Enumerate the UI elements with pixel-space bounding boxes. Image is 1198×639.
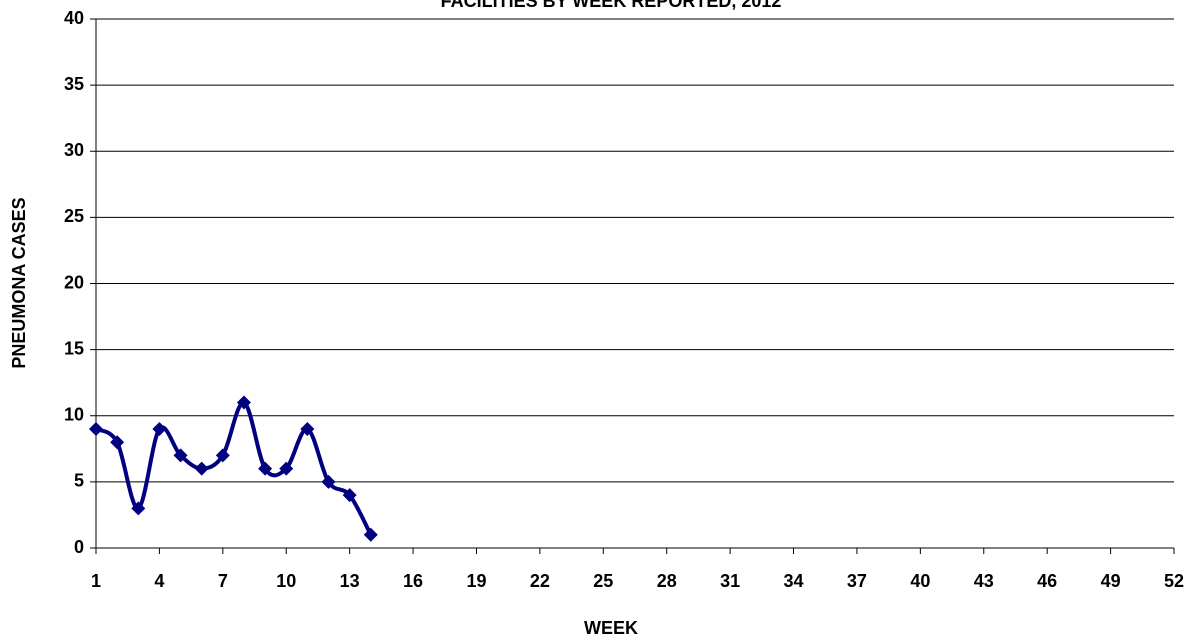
- data-point: [321, 474, 336, 489]
- data-point: [342, 488, 357, 503]
- y-tick-label: 5: [74, 471, 84, 491]
- data-point: [215, 448, 230, 463]
- x-tick-label: 7: [218, 571, 228, 591]
- x-tick-label: 52: [1164, 571, 1184, 591]
- data-point: [173, 448, 188, 463]
- x-tick-label: 40: [910, 571, 930, 591]
- y-tick-label: 35: [64, 74, 84, 94]
- x-axis-label: WEEK: [584, 618, 638, 638]
- x-tick-label: 16: [403, 571, 423, 591]
- x-tick-label: 28: [657, 571, 677, 591]
- y-tick-label: 30: [64, 140, 84, 160]
- x-tick-label: 10: [276, 571, 296, 591]
- data-point: [236, 395, 251, 410]
- x-tick-label: 22: [530, 571, 550, 591]
- x-tick-label: 37: [847, 571, 867, 591]
- x-tick-label: 13: [340, 571, 360, 591]
- x-tick-label: 31: [720, 571, 740, 591]
- data-point: [89, 421, 103, 436]
- data-point: [258, 461, 273, 476]
- x-tick-label: 19: [466, 571, 486, 591]
- y-tick-label: 40: [64, 8, 84, 28]
- x-tick-label: 43: [974, 571, 994, 591]
- y-tick-label: 15: [64, 338, 84, 358]
- chart-title: FACILITIES BY WEEK REPORTED, 2012: [441, 0, 782, 11]
- data-point: [194, 461, 209, 476]
- data-point: [152, 421, 167, 436]
- x-tick-label: 4: [154, 571, 164, 591]
- y-axis-label: PNEUMONA CASES: [9, 197, 29, 368]
- data-point: [131, 501, 146, 516]
- x-tick-label: 25: [593, 571, 613, 591]
- x-tick-label: 46: [1037, 571, 1057, 591]
- data-point: [110, 435, 125, 450]
- y-tick-label: 10: [64, 405, 84, 425]
- y-tick-label: 20: [64, 272, 84, 292]
- x-tick-label: 49: [1101, 571, 1121, 591]
- data-point: [300, 421, 315, 436]
- data-point: [279, 461, 294, 476]
- y-tick-label: 0: [74, 537, 84, 557]
- x-tick-label: 34: [784, 571, 804, 591]
- x-tick-label: 1: [91, 571, 101, 591]
- y-tick-label: 25: [64, 206, 84, 226]
- data-point: [363, 527, 378, 542]
- series-line: [94, 400, 373, 536]
